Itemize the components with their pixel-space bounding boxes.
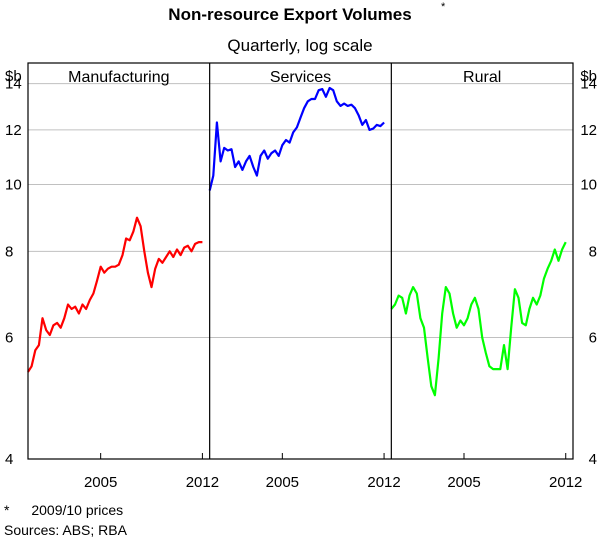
- x-tick-label-manufacturing-2005: 2005: [84, 474, 117, 491]
- chart-title: Non-resource Export Volumes: [168, 5, 411, 24]
- panel-title-services: Services: [270, 69, 331, 86]
- series-line-manufacturing: [27, 216, 203, 373]
- y-unit-left: $b: [5, 68, 22, 85]
- y-tick-label-right-4: 4: [589, 451, 597, 468]
- chart-title-marker: *: [441, 1, 446, 13]
- x-tick-label-services-2005: 2005: [266, 474, 299, 491]
- series-lines: [27, 86, 567, 397]
- x-tick-label-manufacturing-2012: 2012: [186, 474, 219, 491]
- y-unit-right: $b: [580, 68, 597, 85]
- panels: Manufacturing Services Rural: [68, 69, 501, 86]
- x-tick-label-services-2012: 2012: [367, 474, 400, 491]
- sources: Sources: ABS; RBA: [4, 522, 127, 538]
- y-tick-label-right-10: 10: [580, 176, 597, 193]
- footnote-text: 2009/10 prices: [31, 502, 124, 518]
- y-tick-label-right-14: 14: [580, 76, 597, 93]
- y-tick-label-left-14: 14: [5, 76, 22, 93]
- plot-frame: [27, 62, 574, 460]
- y-tick-label-right-12: 12: [580, 122, 597, 139]
- x-tick-label-rural-2005: 2005: [447, 474, 480, 491]
- gridlines: [28, 83, 573, 339]
- y-tick-label-left-8: 8: [5, 243, 13, 260]
- chart-subtitle: Quarterly, log scale: [227, 36, 372, 55]
- y-tick-label-right-8: 8: [589, 243, 597, 260]
- y-tick-label-left-10: 10: [5, 176, 22, 193]
- y-tick-label-left-4: 4: [5, 451, 13, 468]
- y-tick-label-left-6: 6: [5, 330, 13, 347]
- panel-title-rural: Rural: [463, 69, 501, 86]
- axes: 4 4 6 6 8 8 10 10 12 12 14 14 2005 2012 2005 2012 2005 20…: [5, 62, 597, 491]
- x-tick-label-rural-2012: 2012: [549, 474, 582, 491]
- footnote: * 2009/10 prices: [4, 502, 123, 518]
- footnote-marker: *: [4, 502, 10, 518]
- series-line-services: [208, 86, 385, 191]
- panel-title-manufacturing: Manufacturing: [68, 69, 169, 86]
- series-line-rural: [390, 241, 567, 397]
- y-tick-label-left-12: 12: [5, 122, 22, 139]
- y-tick-label-right-6: 6: [589, 330, 597, 347]
